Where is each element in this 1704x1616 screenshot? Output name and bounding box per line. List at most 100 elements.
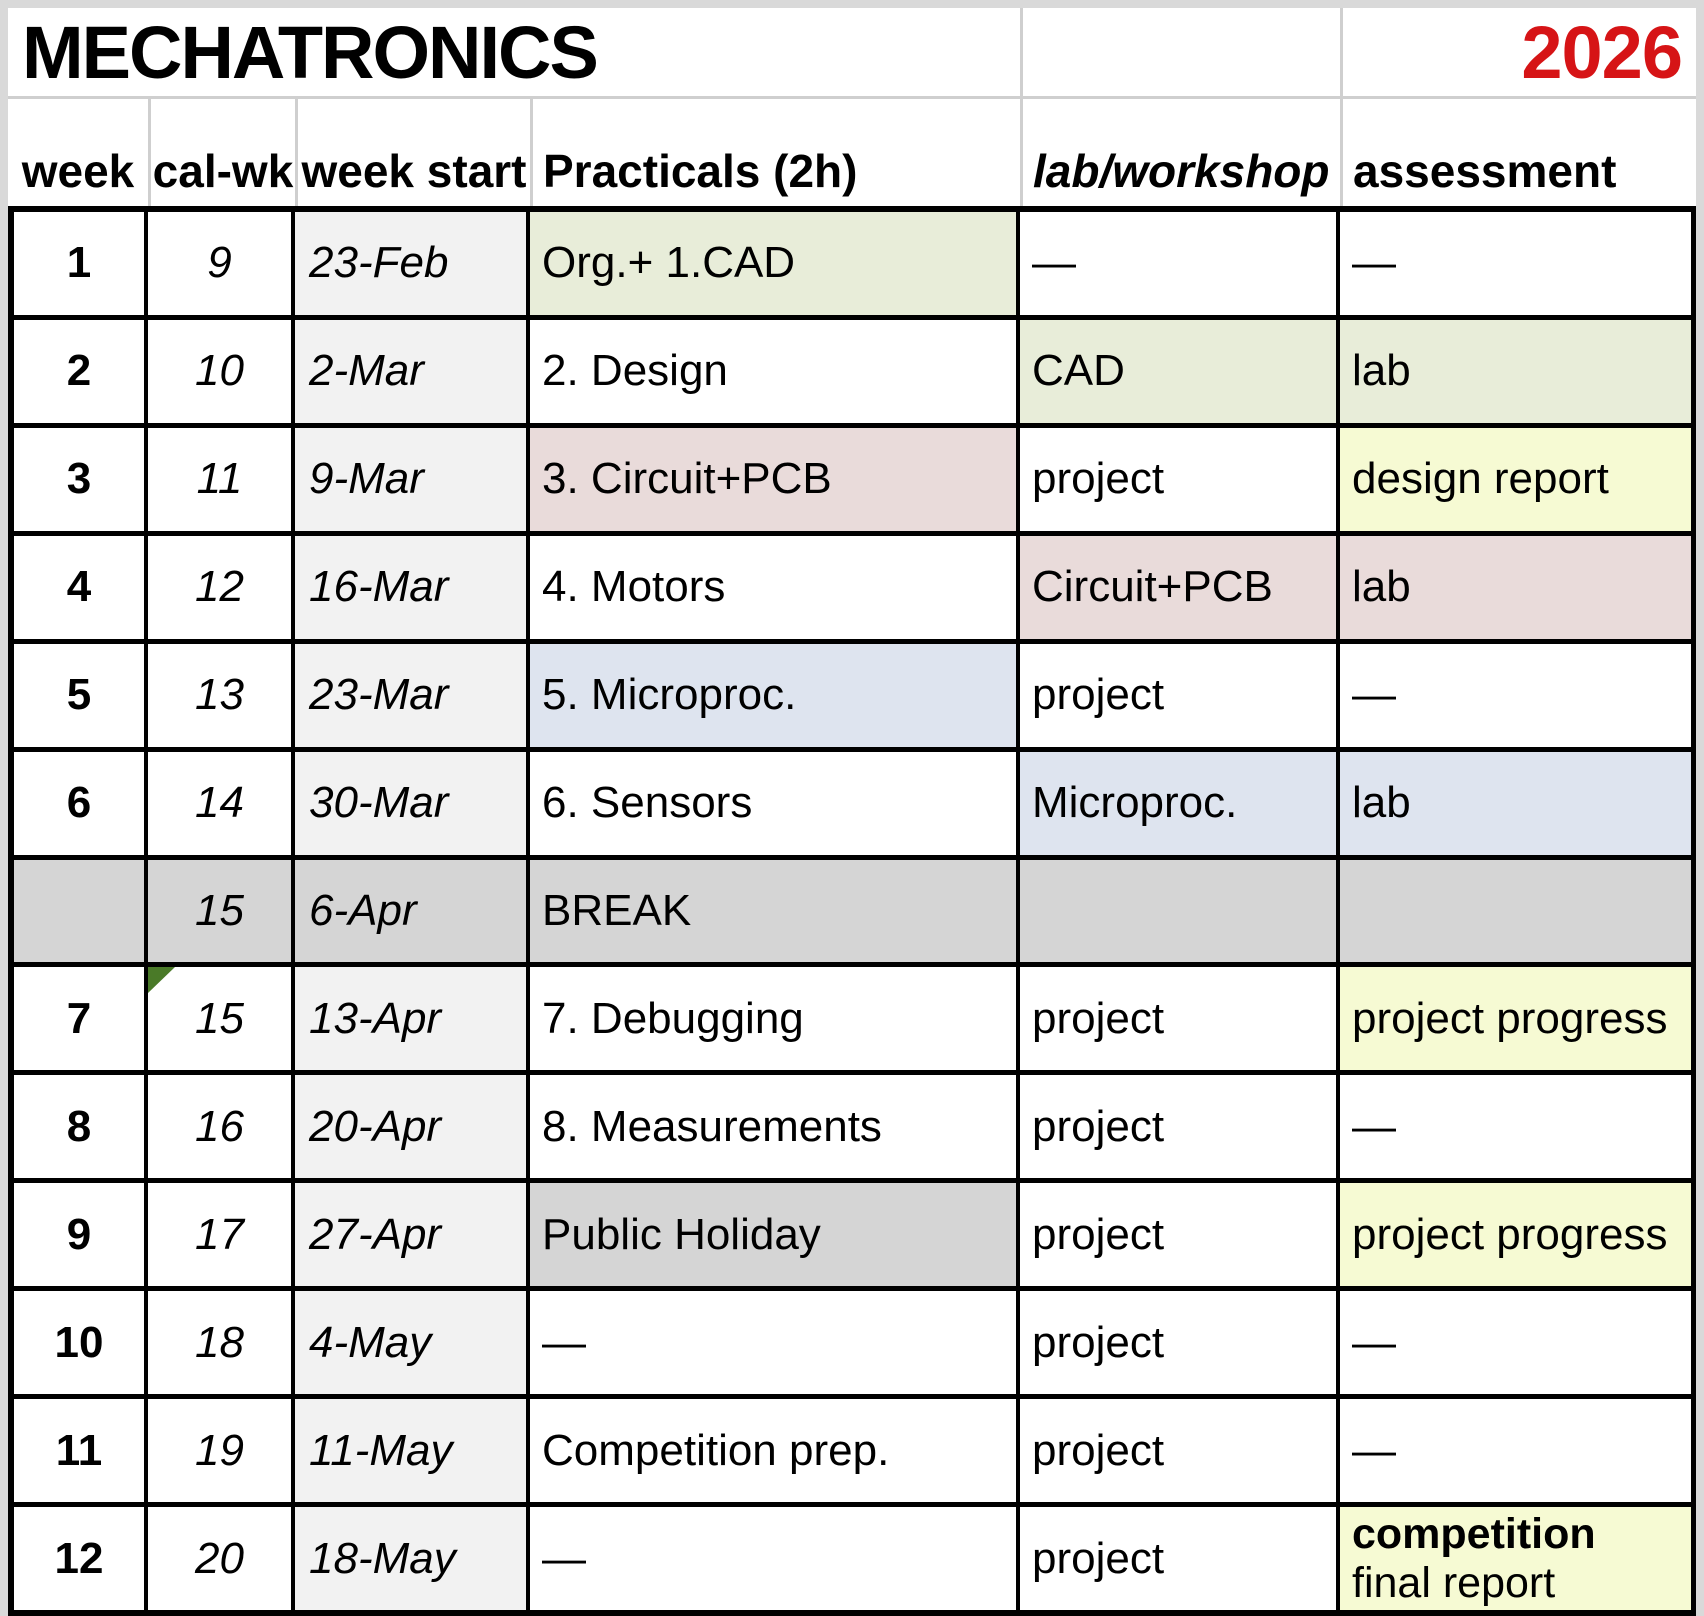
cell-cal-wk[interactable]: 16 — [148, 1075, 295, 1179]
cell-cal-wk[interactable]: 15 — [148, 859, 295, 963]
col-header-week[interactable]: week — [21, 145, 135, 197]
cell-lab-workshop[interactable]: Microproc. — [1020, 751, 1340, 855]
cell-week-start[interactable]: 11-May — [295, 1399, 530, 1503]
year-label[interactable]: 2026 — [1340, 8, 1696, 96]
col-header-assessment[interactable]: assessment — [1340, 99, 1696, 206]
cell-week-start[interactable]: 30-Mar — [295, 751, 530, 855]
table-row: 7 15 13-Apr 7. Debugging project project… — [14, 967, 1691, 1076]
cell-week[interactable]: 1 — [14, 212, 148, 315]
cell-lab-workshop[interactable]: Circuit+PCB — [1020, 535, 1340, 639]
cell-practicals[interactable]: 2. Design — [530, 319, 1020, 423]
assessment-line-2: final report — [1352, 1558, 1556, 1607]
cell-cal-wk[interactable]: 15 — [148, 967, 295, 1071]
cell-week-start[interactable]: 27-Apr — [295, 1183, 530, 1287]
assessment-line-1: competition — [1352, 1510, 1596, 1559]
cell-assessment[interactable]: — — [1340, 212, 1691, 315]
cell-week-start[interactable]: 16-Mar — [295, 535, 530, 639]
cell-week[interactable]: 11 — [14, 1399, 148, 1503]
cell-assessment[interactable]: project progress — [1340, 1183, 1691, 1287]
green-corner-triangle-icon — [148, 967, 175, 994]
cell-cal-wk[interactable]: 12 — [148, 535, 295, 639]
cell-practicals[interactable]: 6. Sensors — [530, 751, 1020, 855]
cell-week-start[interactable]: 18-May — [295, 1507, 530, 1610]
cell-week-start[interactable]: 9-Mar — [295, 427, 530, 531]
cell-cal-wk[interactable]: 18 — [148, 1291, 295, 1395]
cell-cal-wk[interactable]: 20 — [148, 1507, 295, 1610]
table-row: 11 19 11-May Competition prep. project — — [14, 1399, 1691, 1508]
cell-practicals[interactable]: 5. Microproc. — [530, 643, 1020, 747]
sheet-title[interactable]: MECHATRONICS — [22, 10, 599, 94]
cell-cal-wk[interactable]: 10 — [148, 319, 295, 423]
cell-assessment[interactable]: — — [1340, 1075, 1691, 1179]
cell-week-start[interactable]: 23-Mar — [295, 643, 530, 747]
cell-lab-workshop[interactable]: project — [1020, 427, 1340, 531]
table-row: 5 13 23-Mar 5. Microproc. project — — [14, 643, 1691, 752]
cell-week[interactable]: 10 — [14, 1291, 148, 1395]
cell-practicals[interactable]: BREAK — [530, 859, 1020, 963]
cell-lab-workshop[interactable]: project — [1020, 1507, 1340, 1610]
cell-week[interactable]: 2 — [14, 319, 148, 423]
cell-practicals[interactable]: 7. Debugging — [530, 967, 1020, 1071]
cell-week[interactable]: 7 — [14, 967, 148, 1071]
cell-week-start[interactable]: 20-Apr — [295, 1075, 530, 1179]
cell-practicals[interactable]: Competition prep. — [530, 1399, 1020, 1503]
cell-practicals[interactable]: Public Holiday — [530, 1183, 1020, 1287]
cell-lab-workshop[interactable]: project — [1020, 1291, 1340, 1395]
cell-assessment[interactable]: — — [1340, 1291, 1691, 1395]
cell-assessment[interactable]: lab — [1340, 535, 1691, 639]
table-row: 10 18 4-May — project — — [14, 1291, 1691, 1400]
cell-week-start[interactable]: 4-May — [295, 1291, 530, 1395]
cell-practicals[interactable]: 8. Measurements — [530, 1075, 1020, 1179]
cell-week-start[interactable]: 13-Apr — [295, 967, 530, 1071]
cell-week[interactable]: 6 — [14, 751, 148, 855]
cell-week[interactable]: 12 — [14, 1507, 148, 1610]
cell-week[interactable]: 5 — [14, 643, 148, 747]
col-header-lab-workshop[interactable]: lab/workshop — [1020, 99, 1340, 206]
cell-cal-wk[interactable]: 17 — [148, 1183, 295, 1287]
schedule-table: 1 9 23-Feb Org.+ 1.CAD — — 2 10 2-Mar 2.… — [8, 206, 1696, 1616]
cell-week[interactable]: 8 — [14, 1075, 148, 1179]
col-header-week-start[interactable]: week start — [295, 99, 530, 206]
cell-lab-workshop[interactable]: — — [1020, 212, 1340, 315]
cell-lab-workshop[interactable]: project — [1020, 643, 1340, 747]
cell-week[interactable]: 9 — [14, 1183, 148, 1287]
cell-assessment[interactable] — [1340, 859, 1691, 963]
cell-assessment[interactable]: — — [1340, 1399, 1691, 1503]
cell-week-start[interactable]: 23-Feb — [295, 212, 530, 315]
cell-assessment[interactable]: design report — [1340, 427, 1691, 531]
cell-practicals[interactable]: 3. Circuit+PCB — [530, 427, 1020, 531]
cell-cal-wk[interactable]: 11 — [148, 427, 295, 531]
col-header-cal-wk[interactable]: cal-wk — [148, 99, 295, 206]
cell-lab-workshop[interactable]: project — [1020, 1183, 1340, 1287]
cell-lab-workshop[interactable]: project — [1020, 967, 1340, 1071]
cell-assessment[interactable]: — — [1340, 643, 1691, 747]
table-row-break: 15 6-Apr BREAK — [14, 859, 1691, 968]
cell-cal-wk[interactable]: 13 — [148, 643, 295, 747]
cell-practicals[interactable]: — — [530, 1507, 1020, 1610]
title-empty-cell[interactable] — [1020, 8, 1340, 96]
cell-assessment[interactable]: lab — [1340, 751, 1691, 855]
cell-lab-workshop[interactable]: project — [1020, 1075, 1340, 1179]
cell-cal-wk[interactable]: 9 — [148, 212, 295, 315]
cell-week[interactable]: 4 — [14, 535, 148, 639]
cell-cal-wk[interactable]: 14 — [148, 751, 295, 855]
cell-practicals[interactable]: — — [530, 1291, 1020, 1395]
table-row: 3 11 9-Mar 3. Circuit+PCB project design… — [14, 427, 1691, 536]
table-row: 4 12 16-Mar 4. Motors Circuit+PCB lab — [14, 535, 1691, 644]
table-row: 12 20 18-May — project competition final… — [14, 1507, 1691, 1610]
cell-assessment[interactable]: lab — [1340, 319, 1691, 423]
cell-week-start[interactable]: 6-Apr — [295, 859, 530, 963]
cell-practicals[interactable]: Org.+ 1.CAD — [530, 212, 1020, 315]
cell-assessment[interactable]: competition final report — [1340, 1507, 1691, 1610]
cell-practicals[interactable]: 4. Motors — [530, 535, 1020, 639]
cell-lab-workshop[interactable]: CAD — [1020, 319, 1340, 423]
cell-week-start[interactable]: 2-Mar — [295, 319, 530, 423]
cell-lab-workshop[interactable] — [1020, 859, 1340, 963]
cell-week[interactable]: 3 — [14, 427, 148, 531]
col-header-practicals[interactable]: Practicals (2h) — [530, 99, 1020, 206]
cell-lab-workshop[interactable]: project — [1020, 1399, 1340, 1503]
cell-week[interactable] — [14, 859, 148, 963]
cell-assessment[interactable]: project progress — [1340, 967, 1691, 1071]
cell-cal-wk[interactable]: 19 — [148, 1399, 295, 1503]
column-header-row: week cal-wk week start Practicals (2h) l… — [8, 99, 1696, 206]
